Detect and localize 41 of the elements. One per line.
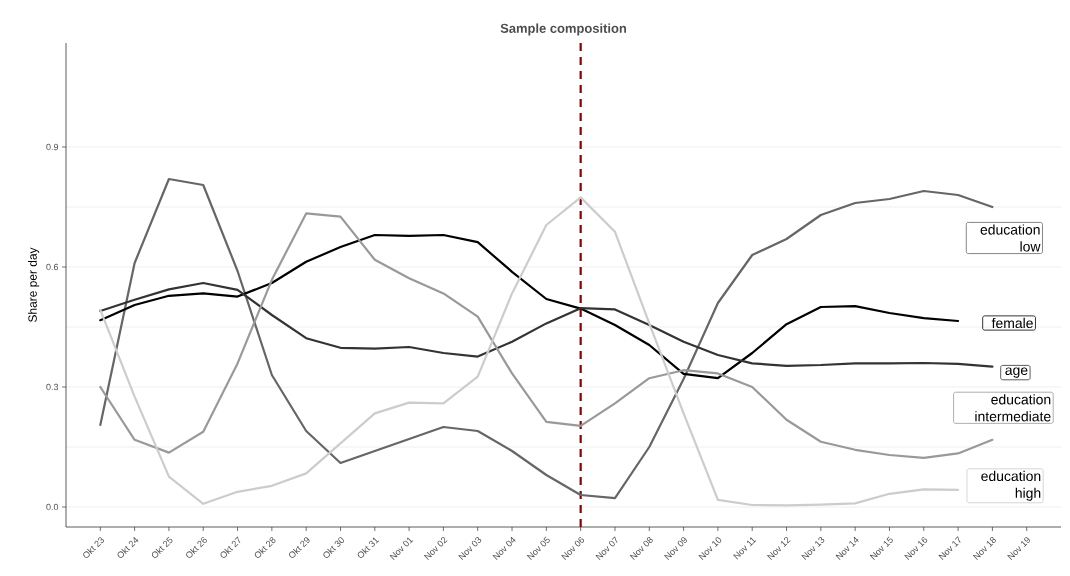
x-tick-label: Nov 17 [938, 536, 961, 560]
x-tick-label: Nov 06 [561, 537, 585, 560]
legend-label: education intermediate [975, 394, 1051, 422]
x-tick-label: Nov 09 [664, 537, 687, 560]
x-tick-label: Okt 31 [357, 537, 380, 558]
x-tick-label: Okt 25 [151, 536, 173, 558]
x-tick-label: Nov 11 [733, 537, 757, 560]
x-tick-label: Okt 26 [186, 537, 207, 558]
legend-label: age [1005, 367, 1028, 378]
x-tick-label: Nov 12 [767, 537, 791, 560]
legend-label: education high [981, 470, 1041, 501]
y-tick-label: 0.0 [46, 503, 59, 511]
line-series [99, 233, 960, 380]
y-tick-label: 0.9 [46, 143, 59, 151]
x-tick-label: Nov 04 [492, 536, 516, 560]
y-tick-label: 0.3 [46, 383, 59, 391]
x-tick-label: Okt 24 [117, 537, 139, 558]
chart-title: Sample composition [500, 23, 627, 36]
x-tick-label: Nov 03 [458, 537, 482, 560]
x-tick-label: Nov 19 [1007, 537, 1030, 560]
x-tick-label: Okt 27 [220, 536, 241, 558]
x-tick-label: Okt 23 [83, 537, 104, 558]
x-tick-label: Nov 08 [629, 537, 653, 560]
x-tick-label: Nov 18 [972, 537, 996, 560]
x-tick-label: Nov 07 [595, 536, 618, 560]
legend-label: education low [980, 224, 1041, 252]
x-tick-label: Nov 14 [835, 536, 859, 560]
x-tick-label: Nov 01 [389, 537, 414, 560]
x-tick-label: Okt 29 [289, 537, 310, 558]
line-series [99, 281, 994, 368]
x-tick-label: Nov 10 [698, 537, 722, 560]
y-tick-label: 0.6 [46, 263, 59, 271]
y-axis-title: Share per day [28, 247, 40, 322]
x-tick-label: Nov 13 [801, 537, 825, 560]
x-tick-label: Nov 02 [423, 537, 448, 560]
legend-label: female [991, 317, 1033, 329]
x-tick-label: Nov 15 [869, 536, 893, 560]
x-tick-label: Okt 30 [323, 537, 344, 558]
x-tick-label: Nov 16 [904, 537, 928, 560]
x-tick-label: Okt 28 [254, 537, 276, 558]
x-tick-label: Nov 05 [526, 536, 550, 560]
